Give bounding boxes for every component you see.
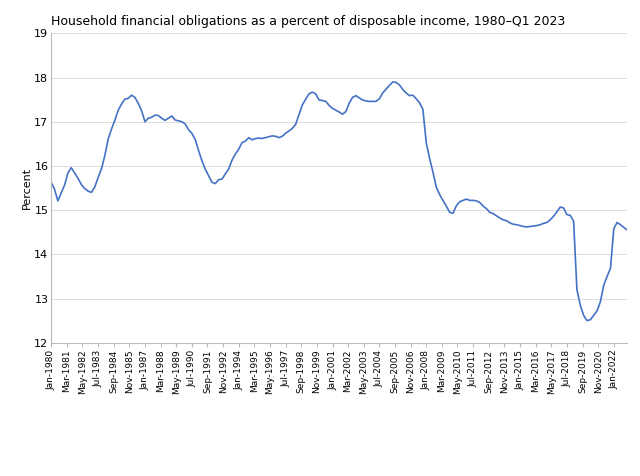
Y-axis label: Percent: Percent: [22, 167, 31, 209]
Text: Household financial obligations as a percent of disposable income, 1980–Q1 2023: Household financial obligations as a per…: [51, 15, 566, 28]
